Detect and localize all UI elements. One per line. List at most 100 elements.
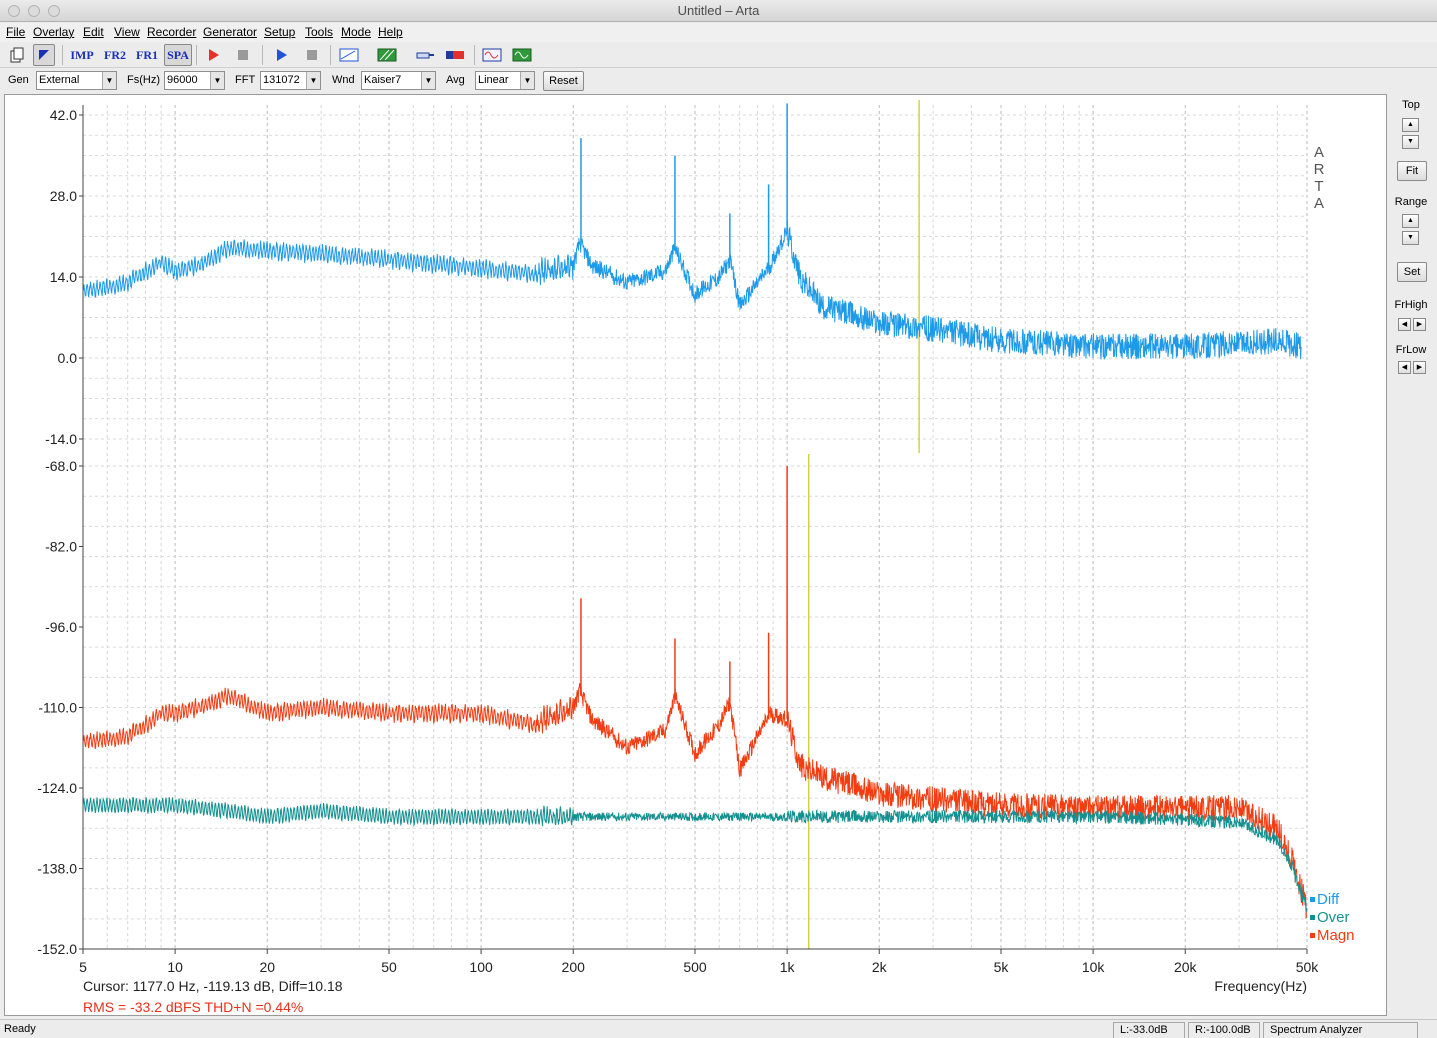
menu-overlay[interactable]: Overlay	[33, 25, 75, 39]
legend-label-over: Over	[1317, 909, 1350, 926]
fr1-mode-label: FR1	[136, 48, 158, 62]
minimize-window-icon[interactable]	[28, 5, 40, 17]
frhigh-right-button[interactable]: ▶	[1413, 318, 1426, 331]
menu-view[interactable]: View	[114, 25, 140, 39]
range-up-button[interactable]: ▲	[1402, 214, 1419, 228]
frlow-right-button[interactable]: ▶	[1413, 361, 1426, 374]
signal-generator-button[interactable]	[480, 44, 504, 66]
play-button[interactable]	[270, 44, 292, 66]
fr1-mode-button[interactable]: FR1	[133, 44, 161, 66]
menu-generator[interactable]: Generator	[203, 25, 258, 39]
y-tick-label: 28.0	[50, 188, 77, 204]
arta-watermark-letter: T	[1314, 178, 1323, 195]
play-red-icon	[209, 49, 219, 61]
legend-swatch	[1310, 897, 1315, 902]
scope-button[interactable]	[510, 44, 534, 66]
cursor-readout: Cursor: 1177.0 Hz, -119.13 dB, Diff=10.1…	[83, 978, 343, 994]
x-tick-label: 5	[79, 959, 87, 975]
menu-setup[interactable]: Setup	[264, 25, 296, 39]
zoom-window-icon[interactable]	[48, 5, 60, 17]
stop-icon	[238, 50, 248, 60]
x-tick-label: 50k	[1296, 959, 1320, 975]
menu-edit[interactable]: Edit	[83, 25, 104, 39]
sine-wave-icon	[482, 48, 502, 62]
calibrate-button[interactable]	[375, 44, 399, 66]
y-tick-label: -138.0	[37, 861, 77, 877]
abc-icon	[339, 48, 359, 62]
fs-select[interactable]: 96000 ▼	[164, 71, 225, 90]
top-up-button[interactable]: ▲	[1402, 118, 1419, 132]
menu-tools[interactable]: Tools	[305, 25, 334, 39]
arta-watermark-letter: R	[1314, 161, 1325, 178]
x-tick-label: 200	[562, 959, 586, 975]
chevron-down-icon: ▼	[210, 72, 224, 89]
y-tick-label: -110.0	[38, 700, 77, 716]
legend-label-magn: Magn	[1317, 927, 1355, 944]
rms-readout: RMS = -33.2 dBFS THD+N =0.44%	[83, 999, 303, 1015]
reset-button[interactable]: Reset	[543, 71, 584, 91]
menu-recorder[interactable]: Recorder	[147, 25, 197, 39]
stop-generator-button[interactable]	[301, 44, 323, 66]
fft-select[interactable]: 131072 ▼	[260, 71, 321, 90]
spectrum-chart[interactable]: 42.0 28.0 14.0 0.0 -14.0 -68.0 -82.0 -96.0 -110.…	[5, 95, 1386, 1015]
spectrum-plot[interactable]: 42.0 28.0 14.0 0.0 -14.0 -68.0 -82.0 -96.0 -110.…	[4, 94, 1387, 1016]
window-title: Untitled – Arta	[677, 3, 760, 18]
frhigh-label: FrHigh	[1394, 299, 1428, 311]
x-axis-label: Frequency(Hz)	[1214, 978, 1307, 994]
menu-help[interactable]: Help	[378, 25, 403, 39]
range-down-button[interactable]: ▼	[1402, 231, 1419, 245]
play-blue-icon	[277, 49, 287, 61]
chevron-down-icon: ▼	[520, 72, 534, 89]
title-bar: Untitled – Arta	[0, 0, 1437, 22]
y-tick-label: -96.0	[45, 619, 77, 635]
stop-button[interactable]	[232, 44, 254, 66]
y-tick-label: 14.0	[50, 269, 77, 285]
levels-button[interactable]	[443, 44, 467, 66]
right-panel: Top Fit Range Set FrHigh FrLow	[1389, 94, 1437, 1016]
gen-label: Gen	[8, 74, 29, 86]
set-button[interactable]: Set	[1397, 262, 1427, 282]
plug-icon	[416, 52, 434, 59]
gen-select[interactable]: External ▼	[36, 71, 117, 90]
y-tick-label: -14.0	[45, 431, 77, 447]
abc-button[interactable]	[337, 44, 361, 66]
legend-label-diff: Diff	[1317, 891, 1340, 908]
record-button[interactable]	[202, 44, 224, 66]
top-label: Top	[1402, 99, 1420, 111]
spa-mode-button[interactable]: SPA	[164, 44, 192, 66]
avg-select[interactable]: Linear ▼	[475, 71, 535, 90]
gen-value: External	[39, 74, 80, 86]
x-tick-label: 20k	[1174, 959, 1198, 975]
x-tick-label: 1k	[780, 959, 796, 975]
level-meter-icon	[446, 51, 464, 59]
fft-label: FFT	[235, 74, 256, 86]
status-bar: Ready L:-33.0dB R:-100.0dB Spectrum Anal…	[0, 1019, 1437, 1038]
legend-swatch	[1310, 915, 1315, 920]
x-tick-label: 50	[381, 959, 397, 975]
menu-file[interactable]: File	[6, 25, 26, 39]
impulse-mode-button[interactable]: IMP	[68, 44, 96, 66]
fr2-mode-button[interactable]: FR2	[101, 44, 129, 66]
overlay-button[interactable]	[33, 44, 55, 66]
wnd-value: Kaiser7	[364, 74, 402, 86]
toolbar: IMP FR2 FR1 SPA	[0, 42, 1437, 68]
connector-button[interactable]	[413, 44, 437, 66]
menu-mode[interactable]: Mode	[341, 25, 372, 39]
fit-button[interactable]: Fit	[1397, 161, 1427, 181]
control-bar: Gen External ▼ Fs(Hz) 96000 ▼ FFT 131072…	[0, 69, 1437, 93]
impulse-mode-label: IMP	[70, 48, 94, 62]
wnd-select[interactable]: Kaiser7 ▼	[361, 71, 436, 90]
frlow-left-button[interactable]: ◀	[1398, 361, 1411, 374]
frhigh-left-button[interactable]: ◀	[1398, 318, 1411, 331]
close-window-icon[interactable]	[8, 5, 20, 17]
open-file-button[interactable]	[6, 44, 28, 66]
x-tick-label: 500	[683, 959, 707, 975]
top-down-button[interactable]: ▼	[1402, 135, 1419, 149]
document-icon	[10, 47, 24, 63]
y-tick-label: -124.0	[37, 780, 77, 796]
x-tick-label: 10k	[1082, 959, 1106, 975]
avg-label: Avg	[446, 74, 465, 86]
chevron-down-icon: ▼	[421, 72, 435, 89]
x-tick-label: 20	[259, 959, 275, 975]
fr2-mode-label: FR2	[104, 48, 126, 62]
